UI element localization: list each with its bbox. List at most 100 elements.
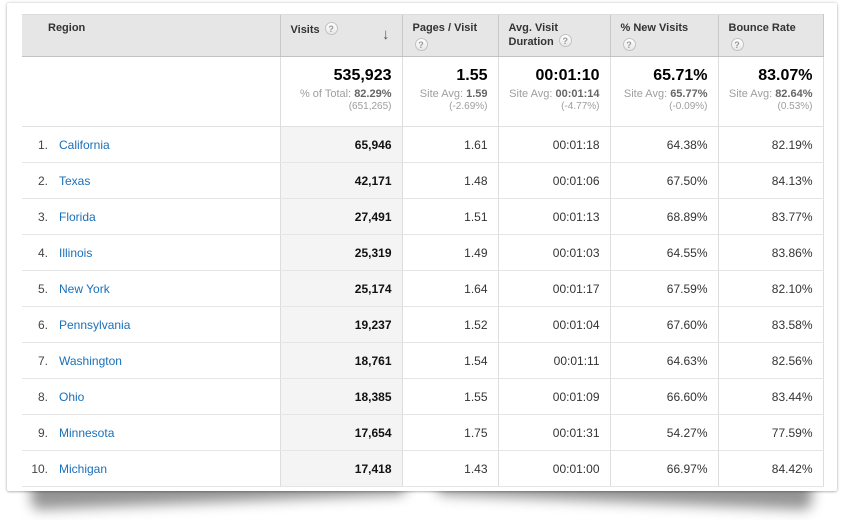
pct-new-visits-cell: 67.59% [609, 270, 718, 307]
summary-pct-new-visits-cell: 65.71% Site Avg: 65.77% (-0.09%) [609, 56, 718, 127]
summary-new-visits-sublabel: Site Avg: [623, 88, 668, 100]
sort-descending-icon: ↓ [382, 26, 390, 43]
row-rank: 4. [37, 245, 48, 260]
column-label-region: Region [48, 22, 86, 34]
bounce-rate-cell: 82.10% [717, 270, 824, 307]
help-icon[interactable]: ? [414, 38, 428, 51]
region-cell: 1. California [22, 126, 280, 163]
region-cell: 6. Pennsylvania [22, 306, 280, 343]
table-row: 1. California 65,946 1.61 00:01:18 64.38%… [22, 126, 824, 163]
column-label-pct-new-visits: % New Visits [620, 22, 689, 34]
help-icon[interactable]: ? [558, 34, 572, 47]
summary-pages-per-visit-cell: 1.55 Site Avg: 1.59 (-2.69%) [401, 56, 498, 127]
table-row: 8. Ohio 18,385 1.55 00:01:09 66.60% 83.44… [22, 378, 824, 415]
pct-new-visits-cell: 68.89% [609, 198, 718, 235]
row-rank: 7. [37, 353, 48, 368]
region-link[interactable]: Ohio [59, 389, 85, 404]
region-cell: 7. Washington [22, 342, 280, 379]
pages-per-visit-cell: 1.49 [401, 234, 498, 271]
pages-per-visit-cell: 1.48 [401, 162, 498, 199]
table-row: 9. Minnesota 17,654 1.75 00:01:31 54.27% … [22, 414, 824, 451]
bounce-rate-cell: 82.19% [717, 126, 824, 163]
pages-per-visit-cell: 1.52 [401, 306, 498, 343]
summary-bounce-delta: (0.53%) [777, 101, 813, 112]
summary-pages-subvalue: 1.59 [466, 88, 488, 100]
region-link[interactable]: Florida [59, 209, 96, 224]
summary-bounce-rate-cell: 83.07% Site Avg: 82.64% (0.53%) [717, 56, 824, 127]
bounce-rate-cell: 83.77% [717, 198, 824, 235]
column-label-pages-per-visit: Pages / Visit [412, 22, 478, 34]
avg-visit-duration-cell: 00:01:00 [497, 450, 610, 487]
region-link[interactable]: Illinois [59, 245, 93, 260]
pct-new-visits-cell: 67.60% [609, 306, 718, 343]
summary-new-visits-delta: (-0.09%) [669, 101, 708, 112]
row-rank: 2. [37, 173, 48, 188]
row-rank: 9. [37, 425, 48, 440]
summary-bounce-sublabel: Site Avg: [728, 88, 773, 100]
avg-visit-duration-cell: 00:01:03 [497, 234, 610, 271]
row-rank: 3. [37, 209, 48, 224]
visits-cell: 19,237 [279, 306, 402, 343]
visits-cell: 17,418 [279, 450, 402, 487]
summary-duration-subvalue: 00:01:14 [555, 88, 600, 100]
bounce-rate-cell: 84.42% [717, 450, 824, 487]
table-row: 2. Texas 42,171 1.48 00:01:06 67.50% 84.1… [22, 162, 824, 199]
bounce-rate-cell: 82.56% [717, 342, 824, 379]
region-link[interactable]: Washington [59, 353, 122, 368]
column-label-avg-visit-duration: Avg. Visit Duration [508, 22, 559, 48]
summary-visits-delta: (651,265) [348, 101, 392, 112]
help-icon[interactable]: ? [622, 38, 636, 51]
column-header-pct-new-visits[interactable]: % New Visits ? [609, 14, 718, 57]
region-cell: 3. Florida [22, 198, 280, 235]
column-header-region[interactable]: Region [22, 14, 280, 57]
visits-cell: 17,654 [279, 414, 402, 451]
summary-duration-delta: (-4.77%) [561, 101, 600, 112]
row-rank: 8. [37, 389, 48, 404]
region-link[interactable]: Texas [59, 173, 91, 188]
visits-cell: 25,174 [279, 270, 402, 307]
region-link[interactable]: California [59, 137, 110, 152]
region-cell: 9. Minnesota [22, 414, 280, 451]
table-row: 10. Michigan 17,418 1.43 00:01:00 66.97% … [22, 450, 824, 487]
table-row: 3. Florida 27,491 1.51 00:01:13 68.89% 83… [22, 198, 824, 235]
header-row: Region Visits? ↓ Pages / Visit ? Avg. Vi… [22, 14, 824, 57]
row-rank: 6. [37, 317, 48, 332]
region-link[interactable]: Minnesota [59, 425, 115, 440]
table-row: 5. New York 25,174 1.64 00:01:17 67.59% 8… [22, 270, 824, 307]
summary-row: 535,923 % of Total: 82.29% (651,265) 1.5… [22, 56, 824, 127]
region-link[interactable]: New York [59, 281, 110, 296]
help-icon[interactable]: ? [730, 38, 744, 51]
column-header-bounce-rate[interactable]: Bounce Rate ? [717, 14, 824, 57]
avg-visit-duration-cell: 00:01:06 [497, 162, 610, 199]
region-cell: 4. Illinois [22, 234, 280, 271]
pct-new-visits-cell: 66.97% [609, 450, 718, 487]
region-link[interactable]: Michigan [59, 461, 108, 476]
pages-per-visit-cell: 1.43 [401, 450, 498, 487]
summary-bounce-value: 83.07% [758, 67, 813, 84]
region-cell: 5. New York [22, 270, 280, 307]
column-header-pages-per-visit[interactable]: Pages / Visit ? [401, 14, 498, 57]
pct-new-visits-cell: 67.50% [609, 162, 718, 199]
pct-new-visits-cell: 66.60% [609, 378, 718, 415]
region-link[interactable]: Pennsylvania [59, 317, 131, 332]
pages-per-visit-cell: 1.75 [401, 414, 498, 451]
summary-visits-subvalue: 82.29% [354, 88, 392, 100]
column-label-bounce-rate: Bounce Rate [728, 22, 796, 34]
pages-per-visit-cell: 1.51 [401, 198, 498, 235]
avg-visit-duration-cell: 00:01:31 [497, 414, 610, 451]
region-cell: 10. Michigan [22, 450, 280, 487]
row-rank: 10. [31, 461, 48, 476]
regions-table: Region Visits? ↓ Pages / Visit ? Avg. Vi… [22, 14, 824, 487]
visits-cell: 18,761 [279, 342, 402, 379]
column-header-visits[interactable]: Visits? ↓ [279, 14, 402, 57]
table-row: 7. Washington 18,761 1.54 00:01:11 64.63%… [22, 342, 824, 379]
row-rank: 5. [37, 281, 48, 296]
summary-new-visits-subvalue: 65.77% [670, 88, 708, 100]
avg-visit-duration-cell: 00:01:04 [497, 306, 610, 343]
summary-pages-value: 1.55 [456, 67, 488, 84]
avg-visit-duration-cell: 00:01:09 [497, 378, 610, 415]
row-rank: 1. [37, 137, 48, 152]
column-header-avg-visit-duration[interactable]: Avg. Visit Duration? [497, 14, 610, 57]
help-icon[interactable]: ? [324, 22, 338, 35]
